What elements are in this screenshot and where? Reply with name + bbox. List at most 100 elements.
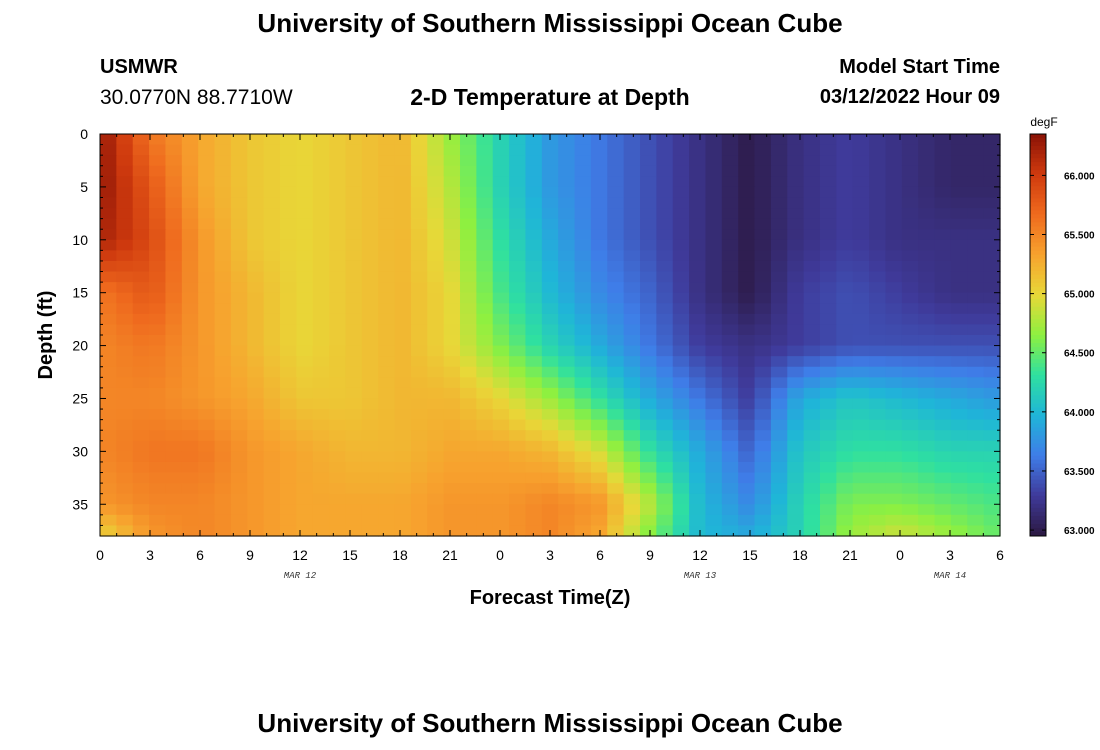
heatmap-cell	[918, 229, 936, 241]
heatmap-cell	[165, 292, 183, 304]
heatmap-cell	[345, 440, 363, 452]
heatmap-cell	[672, 451, 690, 463]
heatmap-cell	[198, 461, 216, 474]
heatmap-cell	[116, 440, 134, 452]
heatmap-cell	[116, 398, 134, 410]
heatmap-cell	[787, 514, 805, 527]
heatmap-cell	[590, 155, 608, 167]
heatmap-cell	[983, 313, 1001, 326]
heatmap-cell	[329, 144, 347, 156]
heatmap-cell	[100, 398, 117, 410]
heatmap-cell	[394, 514, 412, 527]
heatmap-cell	[443, 335, 461, 347]
heatmap-cell	[361, 493, 379, 505]
heatmap-cell	[525, 208, 543, 220]
heatmap-cell	[607, 271, 625, 283]
heatmap-cell	[361, 335, 379, 347]
heatmap-cell	[149, 176, 167, 188]
heatmap-cell	[132, 239, 150, 251]
heatmap-cell	[443, 461, 461, 474]
heatmap-cell	[705, 282, 723, 294]
heatmap-cell	[280, 303, 297, 315]
heatmap-cell	[280, 186, 297, 199]
heatmap-cell	[689, 461, 707, 474]
colorbar-swatch	[1030, 278, 1046, 284]
heatmap-cell	[934, 155, 952, 167]
heatmap-cell	[541, 387, 559, 400]
heatmap-cell	[296, 155, 314, 167]
heatmap-cell	[721, 229, 739, 241]
heatmap-cell	[312, 313, 330, 326]
heatmap-cell	[934, 398, 952, 410]
heatmap-cell	[770, 313, 788, 326]
x-tick-label: 12	[292, 547, 308, 563]
heatmap-cell	[934, 345, 952, 357]
heatmap-cell	[852, 208, 870, 220]
heatmap-cell	[918, 144, 936, 156]
heatmap-cell	[901, 303, 919, 315]
heatmap-cell	[394, 134, 412, 146]
heatmap-cell	[476, 282, 494, 294]
heatmap-cell	[983, 409, 1001, 421]
heatmap-cell	[132, 218, 150, 230]
heatmap-cell	[574, 271, 592, 283]
heatmap-cell	[656, 186, 674, 199]
heatmap-cell	[787, 409, 805, 421]
heatmap-cell	[672, 440, 690, 452]
heatmap-cell	[100, 430, 117, 442]
heatmap-cell	[836, 208, 854, 220]
heatmap-cell	[116, 387, 134, 400]
colorbar-swatch	[1030, 190, 1046, 195]
heatmap-cell	[721, 282, 739, 294]
heatmap-cell	[983, 345, 1001, 357]
heatmap-cell	[100, 229, 117, 241]
heatmap-cell	[312, 197, 330, 209]
heatmap-cell	[803, 303, 821, 315]
heatmap-cell	[541, 260, 559, 273]
heatmap-cell	[460, 303, 477, 315]
heatmap-cell	[541, 493, 559, 505]
heatmap-cell	[443, 504, 461, 516]
heatmap-cell	[852, 461, 870, 474]
heatmap-cell	[885, 271, 903, 283]
heatmap-cell	[820, 345, 837, 357]
heatmap-cell	[230, 504, 248, 516]
heatmap-cell	[967, 451, 985, 463]
heatmap-cell	[787, 472, 805, 484]
heatmap-cell	[525, 239, 543, 251]
heatmap-cell	[558, 250, 576, 262]
colorbar-swatch	[1030, 290, 1046, 296]
heatmap-cell	[705, 430, 723, 442]
heatmap-cell	[361, 176, 379, 188]
heatmap-cell	[116, 250, 134, 262]
heatmap-cell	[836, 461, 854, 474]
heatmap-cell	[672, 504, 690, 516]
heatmap-cell	[525, 165, 543, 177]
heatmap-cell	[312, 186, 330, 199]
heatmap-cell	[312, 514, 330, 527]
heatmap-cell	[640, 144, 657, 156]
heatmap-cell	[869, 208, 887, 220]
heatmap-cell	[296, 387, 314, 400]
heatmap-cell	[689, 218, 707, 230]
heatmap-cell	[165, 218, 183, 230]
colorbar-swatch	[1030, 210, 1046, 215]
heatmap-cell	[345, 303, 363, 315]
heatmap-cell	[967, 229, 985, 241]
heatmap-cell	[345, 165, 363, 177]
heatmap-cell	[803, 239, 821, 251]
heatmap-cell	[460, 451, 477, 463]
colorbar-swatch	[1030, 507, 1046, 513]
heatmap-cell	[787, 461, 805, 474]
heatmap-cell	[247, 409, 265, 421]
heatmap-cell	[198, 419, 216, 431]
heatmap-cell	[852, 366, 870, 378]
heatmap-cell	[509, 208, 527, 220]
heatmap-cell	[329, 324, 347, 336]
heatmap-cell	[525, 345, 543, 357]
heatmap-cell	[787, 440, 805, 452]
heatmap-cell	[640, 409, 657, 421]
heatmap-cell	[378, 208, 396, 220]
heatmap-cell	[738, 387, 756, 400]
heatmap-cell	[427, 483, 445, 495]
